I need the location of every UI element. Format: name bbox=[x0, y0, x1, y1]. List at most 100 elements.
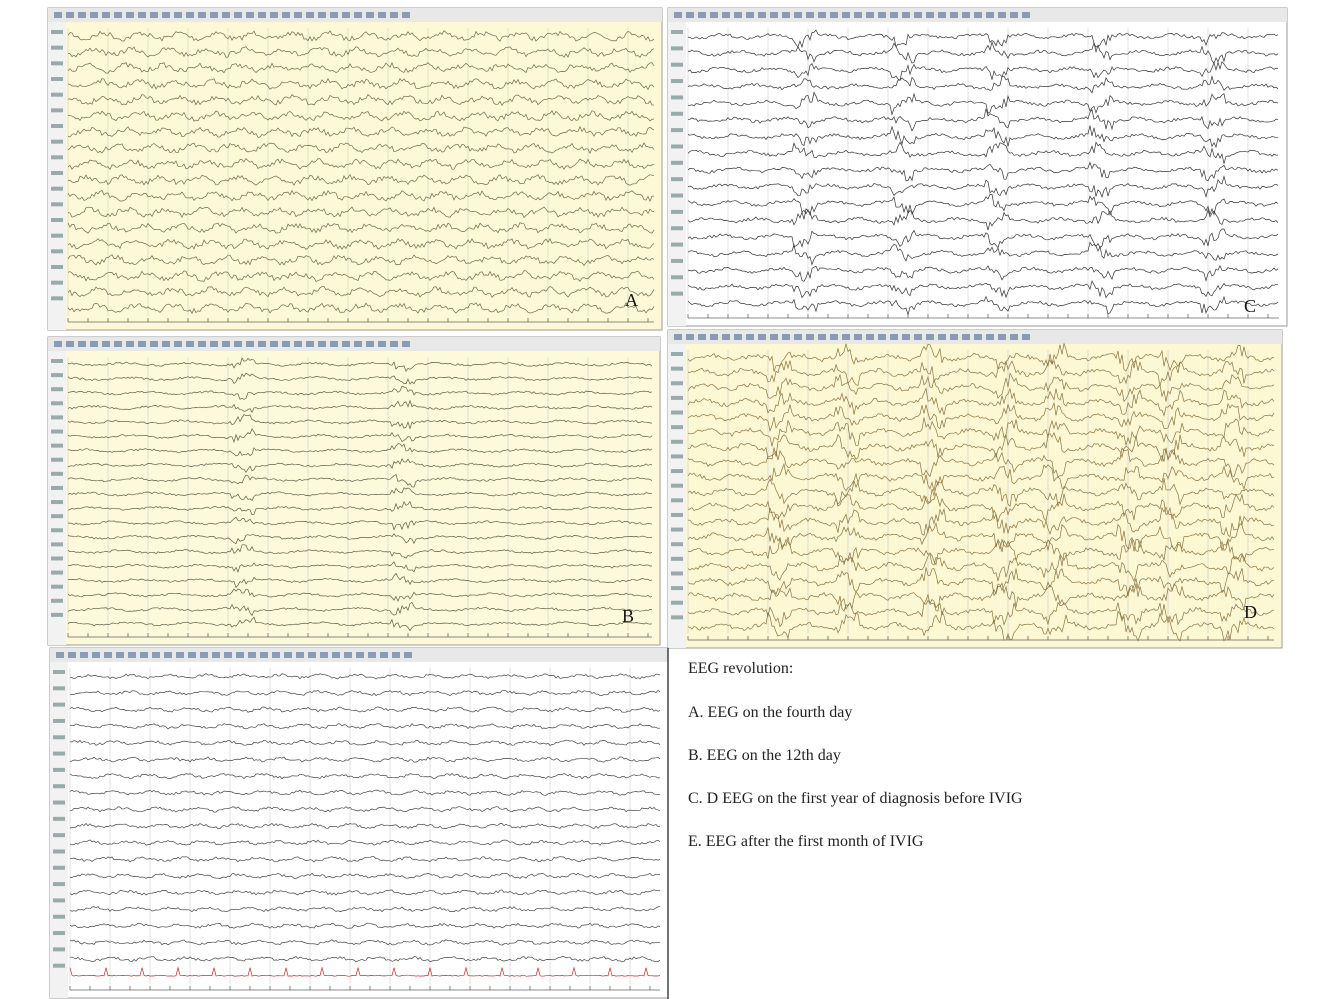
toolbar-icon bbox=[746, 12, 754, 18]
channel-tag bbox=[671, 226, 683, 230]
toolbar-icon bbox=[794, 12, 802, 18]
toolbar-icon bbox=[92, 652, 100, 658]
toolbar-icon bbox=[674, 334, 682, 340]
toolbar-icon bbox=[746, 334, 754, 340]
channel-tag bbox=[51, 93, 63, 97]
toolbar-icon bbox=[306, 341, 314, 347]
channel-tag bbox=[671, 275, 683, 279]
channel-tag bbox=[53, 882, 65, 886]
toolbar-icon bbox=[818, 12, 826, 18]
panel-background bbox=[48, 8, 662, 330]
panel-background bbox=[48, 337, 660, 645]
channel-tag bbox=[671, 177, 683, 181]
channel-tag bbox=[53, 735, 65, 739]
toolbar-icon bbox=[356, 652, 364, 658]
channel-tag bbox=[51, 140, 63, 144]
toolbar-icon bbox=[368, 652, 376, 658]
caption-title: EEG revolution: bbox=[688, 660, 793, 678]
toolbar-icon bbox=[80, 652, 88, 658]
channel-tag bbox=[671, 528, 683, 532]
channel-tag bbox=[53, 752, 65, 756]
toolbar-icon bbox=[402, 12, 410, 18]
toolbar-icon bbox=[902, 12, 910, 18]
channel-tag bbox=[51, 401, 63, 405]
toolbar-icon bbox=[366, 341, 374, 347]
toolbar-icon bbox=[320, 652, 328, 658]
channel-tag bbox=[53, 801, 65, 805]
toolbar-icon bbox=[138, 341, 146, 347]
toolbar-icon bbox=[54, 341, 62, 347]
channel-tag bbox=[53, 670, 65, 674]
channel-tag bbox=[671, 112, 683, 116]
toolbar-icon bbox=[402, 341, 410, 347]
toolbar-icon bbox=[332, 652, 340, 658]
channel-tag bbox=[51, 585, 63, 589]
toolbar-icon bbox=[686, 334, 694, 340]
toolbar-icon bbox=[986, 12, 994, 18]
toolbar-icon bbox=[200, 652, 208, 658]
toolbar-icon bbox=[938, 12, 946, 18]
channel-tag bbox=[671, 381, 683, 385]
panel-label: B bbox=[622, 606, 634, 626]
toolbar-icon bbox=[830, 12, 838, 18]
channel-tag bbox=[51, 218, 63, 222]
toolbar-icon bbox=[150, 12, 158, 18]
toolbar-icon bbox=[842, 334, 850, 340]
toolbar-icon bbox=[710, 12, 718, 18]
toolbar-icon bbox=[318, 341, 326, 347]
toolbar-icon bbox=[878, 334, 886, 340]
channel-tag bbox=[51, 571, 63, 575]
toolbar-icon bbox=[734, 12, 742, 18]
toolbar-icon bbox=[330, 341, 338, 347]
toolbar-icon bbox=[794, 334, 802, 340]
channel-tag bbox=[51, 415, 63, 419]
channel-tag bbox=[53, 817, 65, 821]
toolbar-icon bbox=[318, 12, 326, 18]
toolbar-icon bbox=[116, 652, 124, 658]
toolbar-icon bbox=[102, 12, 110, 18]
toolbar-icon bbox=[126, 341, 134, 347]
toolbar-icon bbox=[126, 12, 134, 18]
toolbar-icon bbox=[306, 12, 314, 18]
toolbar-icon bbox=[162, 341, 170, 347]
toolbar-icon bbox=[974, 12, 982, 18]
toolbar-icon bbox=[758, 12, 766, 18]
toolbar-icon bbox=[878, 12, 886, 18]
channel-tag bbox=[51, 430, 63, 434]
toolbar-icon bbox=[354, 12, 362, 18]
toolbar-icon bbox=[222, 341, 230, 347]
toolbar-icon bbox=[698, 12, 706, 18]
toolbar-icon bbox=[90, 341, 98, 347]
toolbar-icon bbox=[236, 652, 244, 658]
toolbar-icon bbox=[152, 652, 160, 658]
channel-tag bbox=[671, 396, 683, 400]
channel-tag bbox=[53, 719, 65, 723]
toolbar-icon bbox=[974, 334, 982, 340]
channel-tag bbox=[671, 498, 683, 502]
channel-tag bbox=[671, 411, 683, 415]
toolbar-icon bbox=[914, 12, 922, 18]
channel-tag bbox=[671, 615, 683, 619]
channel-tag bbox=[671, 161, 683, 165]
toolbar-icon bbox=[102, 341, 110, 347]
toolbar-icon bbox=[246, 341, 254, 347]
toolbar-icon bbox=[260, 652, 268, 658]
channel-tag bbox=[51, 202, 63, 206]
channel-tag bbox=[51, 542, 63, 546]
toolbar-icon bbox=[866, 12, 874, 18]
channel-tag bbox=[671, 454, 683, 458]
toolbar-icon bbox=[212, 652, 220, 658]
toolbar-icon bbox=[66, 12, 74, 18]
toolbar-icon bbox=[234, 12, 242, 18]
panel-background bbox=[668, 330, 1282, 648]
channel-tag bbox=[51, 187, 63, 191]
caption-item: B. EEG on the 12th day bbox=[688, 747, 841, 765]
toolbar-icon bbox=[104, 652, 112, 658]
toolbar-icon bbox=[758, 334, 766, 340]
toolbar-icon bbox=[390, 341, 398, 347]
channel-tag bbox=[671, 571, 683, 575]
toolbar-icon bbox=[210, 12, 218, 18]
toolbar-icon bbox=[390, 12, 398, 18]
toolbar-icon bbox=[114, 12, 122, 18]
toolbar-icon bbox=[164, 652, 172, 658]
